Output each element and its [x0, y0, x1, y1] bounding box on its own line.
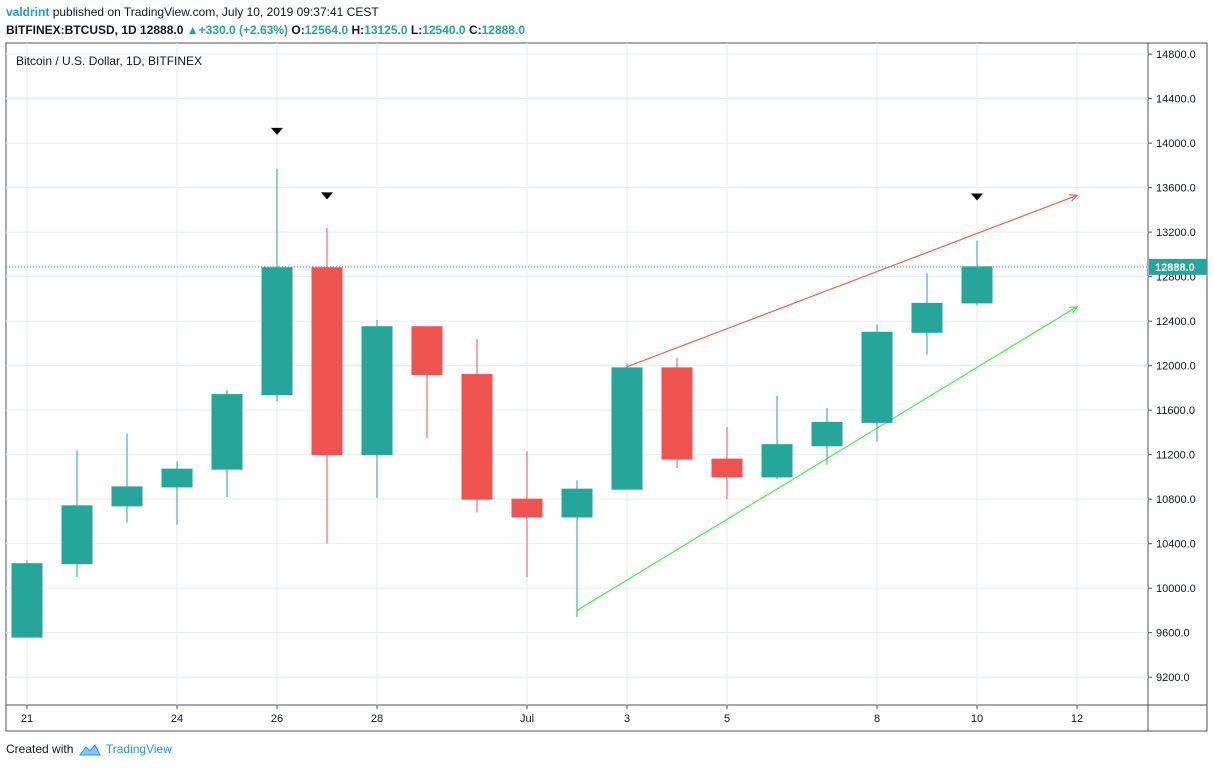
candle-body — [561, 488, 593, 518]
trendline-arrowhead — [1068, 194, 1079, 202]
x-tick-label: 5 — [724, 713, 730, 725]
close-label: C: — [468, 23, 482, 37]
candle-body — [961, 266, 993, 304]
x-tick-label: 26 — [271, 713, 283, 725]
open-label: O: — [291, 23, 305, 37]
time-axis[interactable]: 21 24 26 28 Jul 3 5 8 10 12 — [21, 705, 1083, 725]
created-with-text: Created with — [6, 742, 74, 756]
candle-body — [411, 326, 443, 376]
candles — [11, 168, 993, 638]
high-value: 13125.0 — [364, 23, 408, 37]
candle-body — [261, 267, 293, 396]
price-axis[interactable]: 14800.014400.014000.013600.013200.012800… — [1148, 49, 1196, 684]
last-price-tag-bg — [1149, 258, 1207, 275]
last-price-label: 12888.0 — [1155, 262, 1195, 274]
grid — [6, 43, 1148, 705]
y-tick-label: 14800.0 — [1156, 49, 1196, 61]
candle-body — [911, 302, 943, 333]
high-label: H: — [351, 23, 365, 37]
x-tick-label: 24 — [171, 713, 183, 725]
candle-body — [361, 326, 393, 456]
chart-title: Bitcoin / U.S. Dollar, 1D, BITFINEX — [16, 54, 202, 68]
symbol-label: BITFINEX:BTCUSD, 1D — [6, 23, 137, 37]
x-tick-label: 10 — [971, 713, 983, 725]
y-tick-label: 13200.0 — [1156, 227, 1196, 239]
tradingview-brand[interactable]: TradingView — [105, 742, 172, 756]
x-tick-label: 8 — [874, 713, 880, 725]
candle-body — [61, 505, 93, 565]
candle-body — [161, 468, 193, 488]
marker-triangle-icon — [321, 192, 333, 200]
y-tick-label: 9200.0 — [1156, 672, 1190, 684]
candle-body — [461, 374, 493, 500]
candle-body — [861, 331, 893, 423]
x-tick-label: 12 — [1071, 713, 1083, 725]
chart-frame — [5, 42, 1208, 732]
low-label: L: — [410, 23, 423, 37]
candle-body — [711, 458, 743, 478]
marker-triangle-icon — [271, 127, 283, 135]
y-tick-label: 11600.0 — [1156, 405, 1195, 417]
footer: Created with TradingView — [6, 742, 172, 757]
up-triangle-icon: ▲ — [186, 23, 199, 37]
y-tick-label: 10400.0 — [1156, 539, 1196, 551]
close-ohlc-value: 12888.0 — [481, 23, 525, 37]
candle-body — [111, 486, 143, 507]
y-tick-label: 10000.0 — [1156, 583, 1196, 595]
trendline[interactable] — [626, 194, 1078, 368]
x-tick-label: 3 — [624, 713, 630, 725]
y-tick-label: 10800.0 — [1156, 494, 1196, 506]
publish-info: valdrint published on TradingView.com, J… — [6, 5, 379, 19]
y-tick-label: 13600.0 — [1156, 183, 1196, 195]
low-value: 12540.0 — [422, 23, 466, 37]
last-price-tag: 12888.0 — [1149, 258, 1207, 275]
trendline-arrowhead — [1068, 305, 1079, 314]
candle-body — [661, 367, 693, 460]
x-tick-label: 21 — [21, 713, 33, 725]
candle-body — [11, 563, 43, 638]
marker-triangle-icon — [971, 193, 983, 201]
y-tick-label: 11200.0 — [1156, 450, 1195, 462]
candle-body — [311, 267, 343, 456]
change-value: +330.0 (+2.63%) — [198, 23, 289, 37]
x-tick-label: 28 — [371, 713, 383, 725]
open-value: 12564.0 — [304, 23, 349, 37]
y-tick-label: 14400.0 — [1156, 94, 1196, 106]
ohlc-header: BITFINEX:BTCUSD, 1D 12888.0 ▲+330.0 (+2.… — [6, 23, 525, 37]
x-tick-label: Jul — [520, 713, 534, 725]
close-value: 12888.0 — [140, 23, 184, 37]
candle-body — [611, 367, 643, 490]
candle-body — [811, 421, 843, 447]
y-tick-label: 14000.0 — [1156, 138, 1196, 150]
markers — [271, 127, 983, 201]
y-tick-label: 12400.0 — [1156, 316, 1196, 328]
published-text: published on TradingView.com, July 10, 2… — [52, 5, 379, 19]
tradingview-logo-icon — [78, 743, 101, 756]
candle-body — [511, 498, 543, 518]
candle-body — [761, 444, 793, 478]
candle-body — [211, 394, 243, 470]
y-tick-label: 12000.0 — [1156, 361, 1196, 373]
author-link[interactable]: valdrint — [6, 5, 50, 19]
y-tick-label: 9600.0 — [1156, 628, 1190, 640]
